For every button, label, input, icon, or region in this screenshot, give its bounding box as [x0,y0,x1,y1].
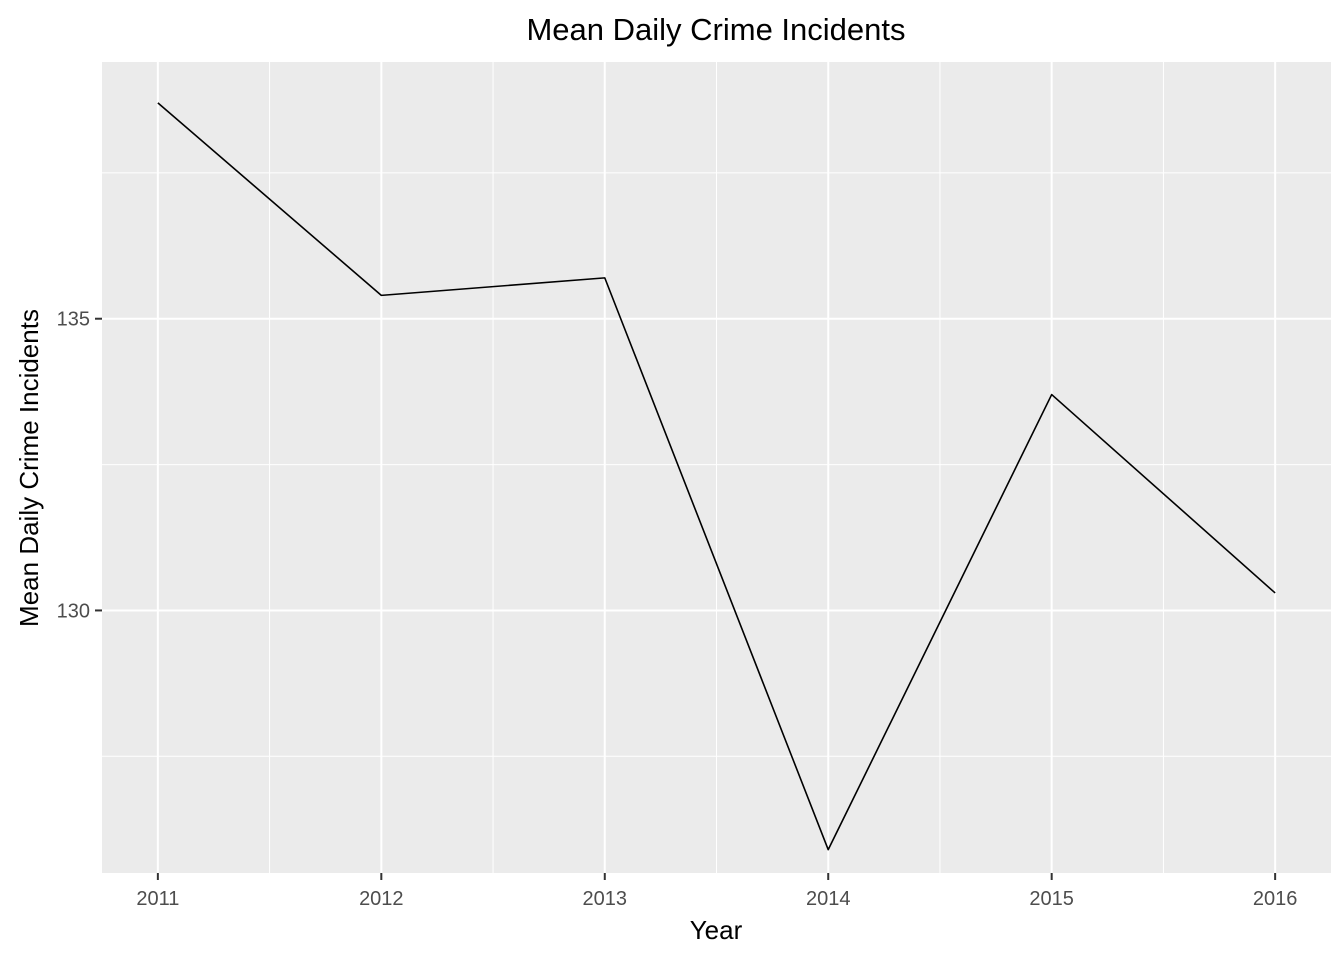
y-axis: 130 135 [57,309,102,622]
x-tick-label: 2013 [583,888,628,910]
x-axis: 2011 2012 2013 2014 2015 2016 [136,873,1297,910]
x-tick-label: 2016 [1253,888,1298,910]
minor-gridlines [102,62,1331,873]
series-layer [157,102,1276,851]
y-tick-label: 135 [57,309,90,331]
x-axis-label: Year [690,915,743,945]
major-gridlines [102,62,1331,873]
x-tick-label: 2011 [136,888,179,910]
y-axis-label: Mean Daily Crime Incidents [14,309,44,627]
y-tick-label: 130 [57,600,90,622]
chart-title: Mean Daily Crime Incidents [526,12,905,47]
x-tick-label: 2015 [1029,888,1074,910]
x-tick-label: 2014 [806,888,851,910]
series-line [157,102,1276,851]
x-tick-label: 2012 [359,888,404,910]
